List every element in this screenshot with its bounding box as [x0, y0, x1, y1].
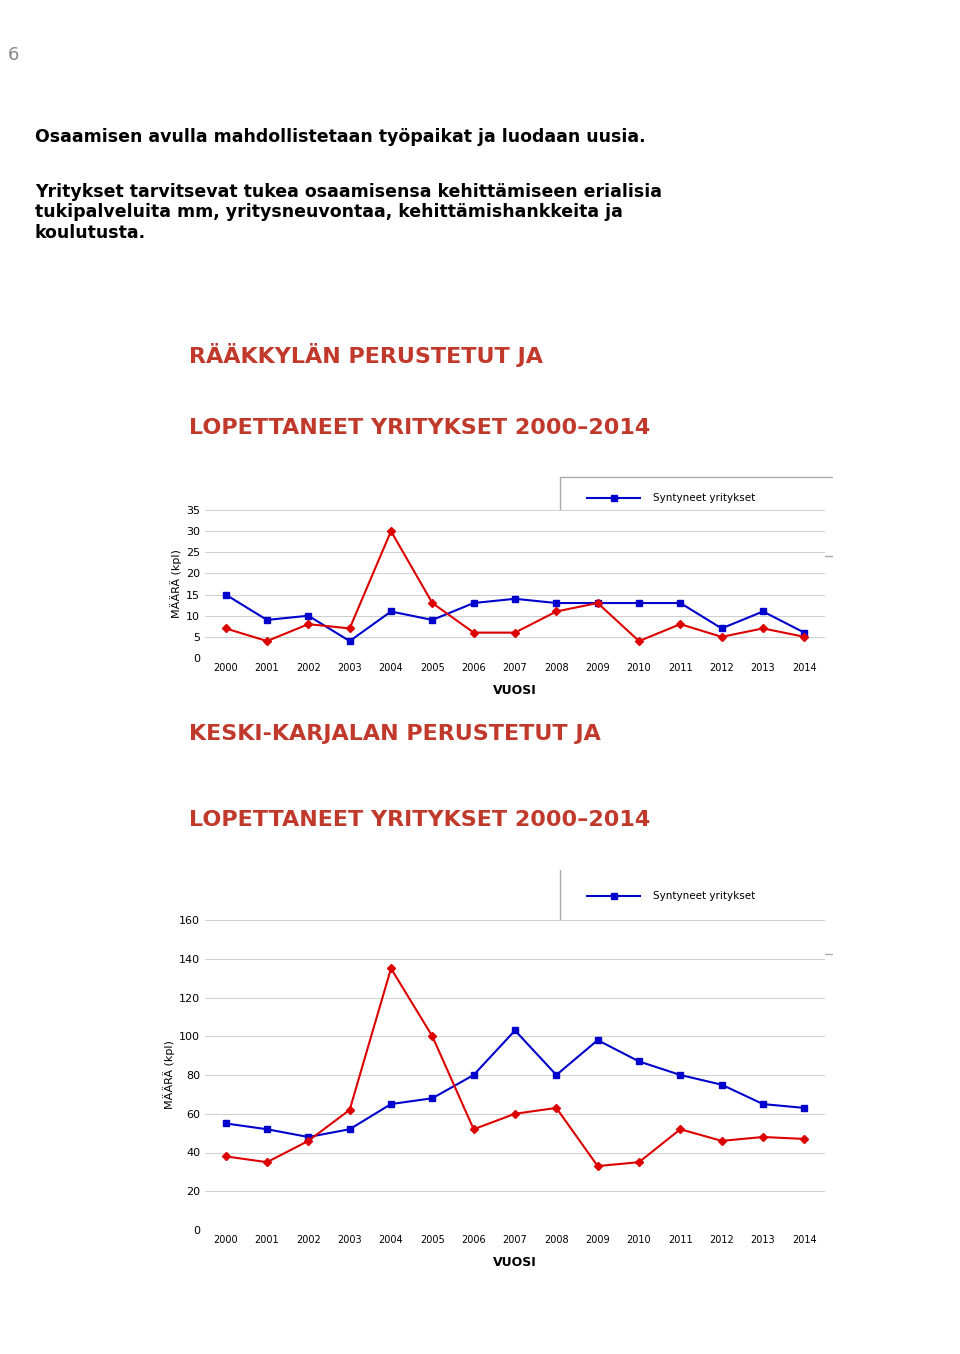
Text: Osaamisen avulla mahdollistetaan työpaikat ja luodaan uusia.: Osaamisen avulla mahdollistetaan työpaik… — [35, 129, 646, 146]
Text: 6: 6 — [8, 46, 19, 65]
Lopettaneet yritykset — [675, 1121, 686, 1137]
Syntyneet yritykset — [344, 1121, 355, 1137]
Syntyneet yritykset — [675, 594, 686, 611]
Lopettaneet yritykset — [385, 960, 396, 976]
Text: LOPETTANEET YRITYKSET 2000–2014: LOPETTANEET YRITYKSET 2000–2014 — [189, 418, 651, 437]
Lopettaneet yritykset — [426, 594, 438, 611]
Lopettaneet yritykset — [220, 620, 231, 636]
Syntyneet yritykset — [509, 1022, 520, 1039]
Lopettaneet yritykset — [592, 1158, 604, 1174]
X-axis label: VUOSI: VUOSI — [493, 684, 537, 697]
Syntyneet yritykset — [757, 604, 769, 620]
Lopettaneet yritykset — [799, 1131, 810, 1147]
Syntyneet yritykset — [757, 1095, 769, 1112]
Lopettaneet yritykset — [757, 1129, 769, 1145]
Syntyneet yritykset — [592, 1032, 604, 1048]
Lopettaneet yritykset — [261, 1154, 273, 1170]
Syntyneet yritykset — [799, 624, 810, 640]
Line: Syntyneet yritykset: Syntyneet yritykset — [223, 1028, 807, 1140]
Lopettaneet yritykset — [426, 1028, 438, 1044]
Text: Yritykset tarvitsevat tukea osaamisensa kehittämiseen erialisia
tukipalveluita m: Yritykset tarvitsevat tukea osaamisensa … — [35, 183, 662, 242]
Lopettaneet yritykset — [592, 594, 604, 611]
Lopettaneet yritykset — [551, 1099, 563, 1116]
Lopettaneet yritykset — [799, 628, 810, 645]
Lopettaneet yritykset — [261, 632, 273, 649]
Syntyneet yritykset — [509, 590, 520, 607]
FancyBboxPatch shape — [561, 477, 847, 555]
Text: Lopettaneet yritykset: Lopettaneet yritykset — [654, 926, 766, 937]
Syntyneet yritykset — [385, 1095, 396, 1112]
Text: RÄÄKKYLÄN PERUSTETUT JA: RÄÄKKYLÄN PERUSTETUT JA — [189, 343, 543, 367]
Lopettaneet yritykset — [551, 604, 563, 620]
Syntyneet yritykset — [302, 1129, 314, 1145]
Syntyneet yritykset — [426, 1090, 438, 1106]
Text: LOPETTANEET YRITYKSET 2000–2014: LOPETTANEET YRITYKSET 2000–2014 — [189, 811, 651, 830]
Text: Lopettaneet yritykset: Lopettaneet yritykset — [654, 529, 766, 540]
Syntyneet yritykset — [634, 1053, 645, 1070]
Syntyneet yritykset — [551, 1067, 563, 1083]
Syntyneet yritykset — [385, 604, 396, 620]
Text: Syntyneet yritykset: Syntyneet yritykset — [654, 891, 756, 902]
Text: OSAAMINEN, TYÖLLISYYS JA TYÖVOIMA: OSAAMINEN, TYÖLLISYYS JA TYÖVOIMA — [58, 70, 732, 104]
Syntyneet yritykset — [716, 620, 728, 636]
Y-axis label: MÄÄRÄ (kpl): MÄÄRÄ (kpl) — [170, 550, 181, 619]
Lopettaneet yritykset — [302, 616, 314, 632]
Syntyneet yritykset — [261, 612, 273, 628]
Lopettaneet yritykset — [509, 624, 520, 640]
Text: KESKI-KARJALAN PERUSTETUT JA: KESKI-KARJALAN PERUSTETUT JA — [189, 723, 601, 743]
Text: Syntyneet yritykset: Syntyneet yritykset — [654, 493, 756, 502]
Syntyneet yritykset — [799, 1099, 810, 1116]
Syntyneet yritykset — [302, 608, 314, 624]
Syntyneet yritykset — [551, 594, 563, 611]
Text: TEEMA 1.: TEEMA 1. — [58, 26, 181, 49]
Line: Syntyneet yritykset: Syntyneet yritykset — [223, 592, 807, 645]
Syntyneet yritykset — [261, 1121, 273, 1137]
Lopettaneet yritykset — [385, 523, 396, 539]
Lopettaneet yritykset — [468, 1121, 479, 1137]
Lopettaneet yritykset — [344, 1102, 355, 1118]
Syntyneet yritykset — [468, 1067, 479, 1083]
Syntyneet yritykset — [220, 586, 231, 603]
FancyBboxPatch shape — [561, 865, 847, 953]
Lopettaneet yritykset — [634, 1154, 645, 1170]
Lopettaneet yritykset — [509, 1106, 520, 1122]
Lopettaneet yritykset — [344, 620, 355, 636]
Lopettaneet yritykset — [302, 1133, 314, 1150]
Lopettaneet yritykset — [716, 628, 728, 645]
Syntyneet yritykset — [716, 1076, 728, 1093]
Syntyneet yritykset — [468, 594, 479, 611]
X-axis label: VUOSI: VUOSI — [493, 1257, 537, 1269]
Syntyneet yritykset — [634, 594, 645, 611]
Syntyneet yritykset — [220, 1116, 231, 1132]
Lopettaneet yritykset — [716, 1133, 728, 1150]
Y-axis label: MÄÄRÄ (kpl): MÄÄRÄ (kpl) — [163, 1041, 175, 1109]
Line: Lopettaneet yritykset: Lopettaneet yritykset — [223, 965, 807, 1169]
Lopettaneet yritykset — [634, 632, 645, 649]
Syntyneet yritykset — [675, 1067, 686, 1083]
Line: Lopettaneet yritykset: Lopettaneet yritykset — [223, 528, 807, 645]
Lopettaneet yritykset — [468, 624, 479, 640]
Syntyneet yritykset — [592, 594, 604, 611]
Syntyneet yritykset — [426, 612, 438, 628]
Lopettaneet yritykset — [675, 616, 686, 632]
Lopettaneet yritykset — [220, 1148, 231, 1164]
Lopettaneet yritykset — [757, 620, 769, 636]
Syntyneet yritykset — [344, 632, 355, 649]
